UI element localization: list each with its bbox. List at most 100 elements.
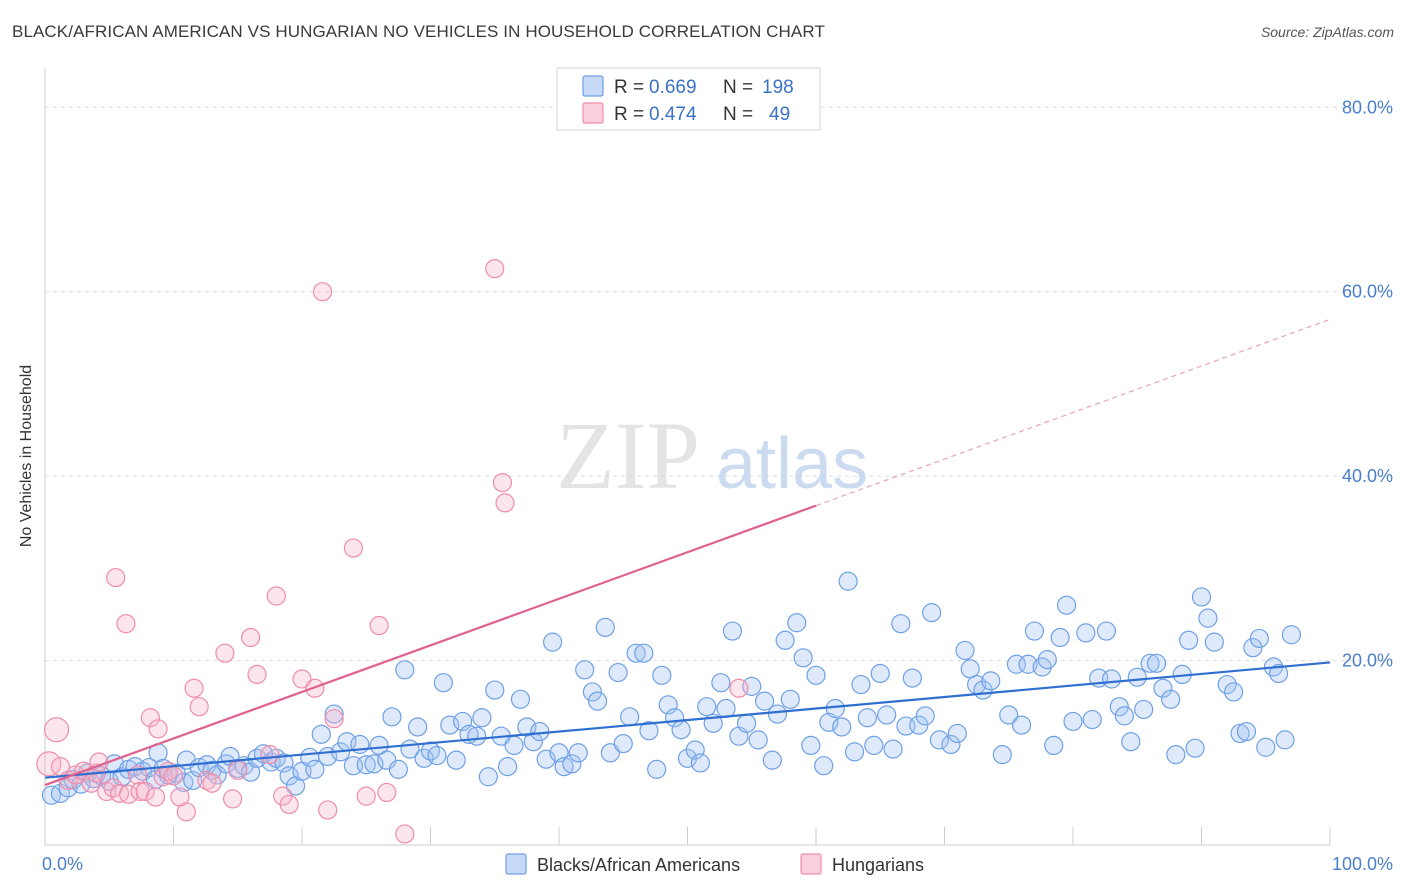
series-0-point-181 <box>1230 723 1250 744</box>
series-1-point-31 <box>223 789 243 809</box>
series-0-point-151 <box>1024 621 1045 641</box>
series-1-point-30 <box>215 643 235 663</box>
x-tick-label-1: 100.0% <box>1332 854 1393 874</box>
series-0-point-136 <box>915 706 935 726</box>
series-0-point-72 <box>504 735 524 756</box>
series-1-point-14 <box>118 784 139 804</box>
series-0-point-102 <box>697 697 717 717</box>
series-0-point-89 <box>613 733 633 754</box>
series-0-point-156 <box>1056 595 1077 615</box>
series-0-point-75 <box>523 732 543 752</box>
series-1-point-44 <box>343 538 363 558</box>
series-0-point-112 <box>762 750 782 770</box>
series-0-point-110 <box>748 730 768 750</box>
series-1-point-27 <box>189 697 209 717</box>
svg-text:0.474: 0.474 <box>649 104 697 125</box>
series-0-point-91 <box>626 643 646 663</box>
series-0-point-66 <box>467 726 487 746</box>
svg-text:R =: R = <box>614 77 644 98</box>
legend-swatch-hungarians <box>582 102 604 124</box>
bottom-legend-label-hungarians: Hungarians <box>832 855 924 875</box>
series-0-point-130 <box>877 705 897 725</box>
series-0-point-54 <box>388 759 408 779</box>
series-1-point-38 <box>279 794 299 815</box>
series-0-point-105 <box>716 698 736 719</box>
series-0-point-126 <box>851 674 871 695</box>
series-0-point-165 <box>1121 732 1141 752</box>
legend-n-label-1: N = <box>723 104 753 125</box>
series-0-point-149 <box>1011 715 1032 735</box>
tick-labels: 20.0% 40.0% 60.0% 80.0% 0.0% 100.0% <box>42 97 1393 874</box>
series-0-point-118 <box>801 735 821 756</box>
series-0-point-157 <box>1063 711 1083 732</box>
series-0-point-94 <box>647 759 667 779</box>
series-0-point-88 <box>608 662 628 683</box>
series-0-point-63 <box>446 750 466 770</box>
series-0-point-148 <box>1006 654 1027 674</box>
series-1-point-13 <box>116 614 136 634</box>
series-0-point-115 <box>780 689 800 709</box>
series-0-point-146 <box>992 745 1012 765</box>
series-0-point-162 <box>1101 669 1122 689</box>
series-0-point-41 <box>305 759 325 779</box>
series-0-point-176 <box>1191 587 1212 607</box>
series-0-point-92 <box>634 643 654 663</box>
series-0-point-95 <box>652 665 672 685</box>
series-1-point-46 <box>369 615 389 636</box>
svg-text:N =: N = <box>723 104 753 125</box>
series-0-point-145 <box>981 671 1001 691</box>
series-0-point-60 <box>427 745 447 766</box>
series-1-point-51 <box>495 493 515 513</box>
series-0-point-67 <box>472 708 492 728</box>
series-1-point-43 <box>324 709 344 729</box>
svg-text:49: 49 <box>769 104 790 125</box>
series-0-point-138 <box>929 730 949 750</box>
source-label: Source: ZipAtlas.com <box>1260 24 1394 40</box>
series-1-point-26 <box>184 678 204 698</box>
series-0-point-69 <box>485 680 505 700</box>
series-0-point-84 <box>582 682 603 702</box>
series-0-point-44 <box>324 704 344 724</box>
series-0-point-179 <box>1217 674 1237 695</box>
series-0-point-139 <box>941 734 961 755</box>
series-0-point-119 <box>806 665 826 685</box>
series-1-point-42 <box>318 800 338 820</box>
series-1-point-28 <box>197 770 217 791</box>
series-0-point-123 <box>832 717 852 737</box>
series-0-point-182 <box>1236 721 1257 742</box>
series-0-point-161 <box>1096 621 1117 641</box>
series-1-point-23 <box>163 766 184 786</box>
series-0-point-116 <box>787 613 807 633</box>
series-0-point-137 <box>922 603 942 623</box>
series-0-point-134 <box>902 668 922 688</box>
series-0-point-71 <box>498 757 518 777</box>
series-0-point-147 <box>999 705 1019 725</box>
series-0-point-167 <box>1134 699 1154 720</box>
series-1-point-36 <box>266 586 286 606</box>
series-1-point-50 <box>492 472 513 493</box>
series-0-point-111 <box>754 691 775 711</box>
series-0-point-169 <box>1146 653 1167 673</box>
series-0-point-177 <box>1198 608 1218 628</box>
series-0-point-55 <box>395 660 415 680</box>
series-1-point-45 <box>356 786 376 806</box>
series-1-point-0 <box>36 751 62 777</box>
series-0-point-125 <box>844 742 865 762</box>
legend-n-label-0: N = <box>723 77 753 98</box>
watermark-zip: ZIP <box>556 402 700 509</box>
y-tick-label-0: 20.0% <box>1342 651 1393 671</box>
series-0-point-131 <box>883 739 903 759</box>
series-0-point-99 <box>677 748 698 768</box>
series-1-point-17 <box>135 781 155 802</box>
series-1-point-18 <box>140 708 160 728</box>
series-0-point-106 <box>722 621 743 641</box>
series-0-point-37 <box>279 766 299 786</box>
series-0-point-178 <box>1204 632 1224 652</box>
bottom-legend-swatch-blacks <box>505 853 527 875</box>
series-0-point-82 <box>568 743 588 763</box>
series-0-point-141 <box>955 640 975 661</box>
series-1-point-48 <box>395 824 415 844</box>
chart-title: BLACK/AFRICAN AMERICAN VS HUNGARIAN NO V… <box>12 22 825 41</box>
series-1-point-25 <box>176 802 196 822</box>
